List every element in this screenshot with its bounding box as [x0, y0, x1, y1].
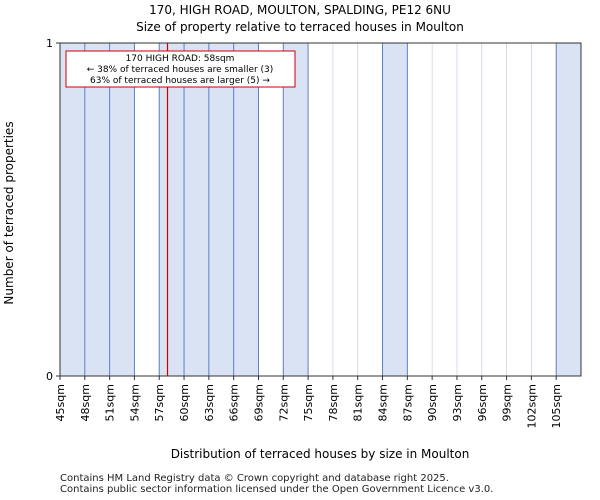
annotation-line-3: 63% of terraced houses are larger (5) →: [90, 76, 270, 86]
x-tick-label: 54sqm: [128, 384, 141, 421]
x-tick-label: 78sqm: [327, 384, 340, 421]
bar-72sqm: [283, 43, 309, 376]
footer-line-1: Contains HM Land Registry data © Crown c…: [60, 473, 449, 484]
x-tick-label: 63sqm: [203, 384, 216, 421]
x-tick-label: 66sqm: [228, 384, 241, 421]
annotation-line-2: ← 38% of terraced houses are smaller (3): [87, 65, 274, 75]
bar-105sqm: [556, 43, 581, 376]
x-tick-label: 72sqm: [277, 384, 290, 421]
y-tick-label: 1: [46, 37, 53, 50]
bar-45sqm: [60, 43, 85, 376]
bar-84sqm: [382, 43, 408, 376]
plot-frame: [59, 42, 582, 377]
bar-51sqm: [109, 43, 135, 376]
bars: [60, 43, 581, 376]
x-tick-label: 60sqm: [178, 384, 191, 421]
chart-subtitle: Size of property relative to terraced ho…: [136, 20, 464, 34]
x-ticks: 45sqm 48sqm 51sqm 54sqm 57sqm 60sqm 63sqm 66sqm…: [54, 376, 563, 428]
bin-separators: [84, 43, 557, 376]
annotation-box: [65, 50, 296, 88]
bar-48sqm: [84, 43, 110, 376]
chart-title: 170, HIGH ROAD, MOULTON, SPALDING, PE12 …: [149, 3, 451, 17]
bar-66sqm: [233, 43, 259, 376]
x-axis-label: Distribution of terraced houses by size …: [171, 447, 470, 461]
y-ticks: 01: [46, 37, 60, 383]
x-tick-label: 51sqm: [104, 384, 117, 421]
x-tick-label: 96sqm: [476, 384, 489, 421]
y-tick-label: 0: [46, 370, 53, 383]
annotation-line-1: 170 HIGH ROAD: 58sqm: [126, 54, 235, 64]
bar-63sqm: [208, 43, 234, 376]
x-tick-label: 45sqm: [54, 384, 67, 421]
x-tick-label: 90sqm: [426, 384, 439, 421]
x-tick-label: 87sqm: [401, 384, 414, 421]
x-tick-label: 81sqm: [352, 384, 365, 421]
x-tick-label: 69sqm: [252, 384, 265, 421]
x-tick-label: 75sqm: [302, 384, 315, 421]
y-axis-label: Number of terraced properties: [2, 121, 16, 304]
x-tick-label: 105sqm: [550, 384, 563, 428]
footer-line-2: Contains public sector information licen…: [60, 484, 494, 495]
bar-57sqm: [159, 43, 185, 376]
bar-60sqm: [184, 43, 209, 376]
x-tick-label: 84sqm: [377, 384, 390, 421]
annotation: 170 HIGH ROAD: 58sqm ← 38% of terraced h…: [65, 50, 296, 88]
x-tick-label: 102sqm: [525, 384, 538, 428]
x-tick-label: 93sqm: [451, 384, 464, 421]
x-tick-label: 99sqm: [501, 384, 514, 421]
x-tick-label: 48sqm: [79, 384, 92, 421]
x-tick-label: 57sqm: [153, 384, 166, 421]
